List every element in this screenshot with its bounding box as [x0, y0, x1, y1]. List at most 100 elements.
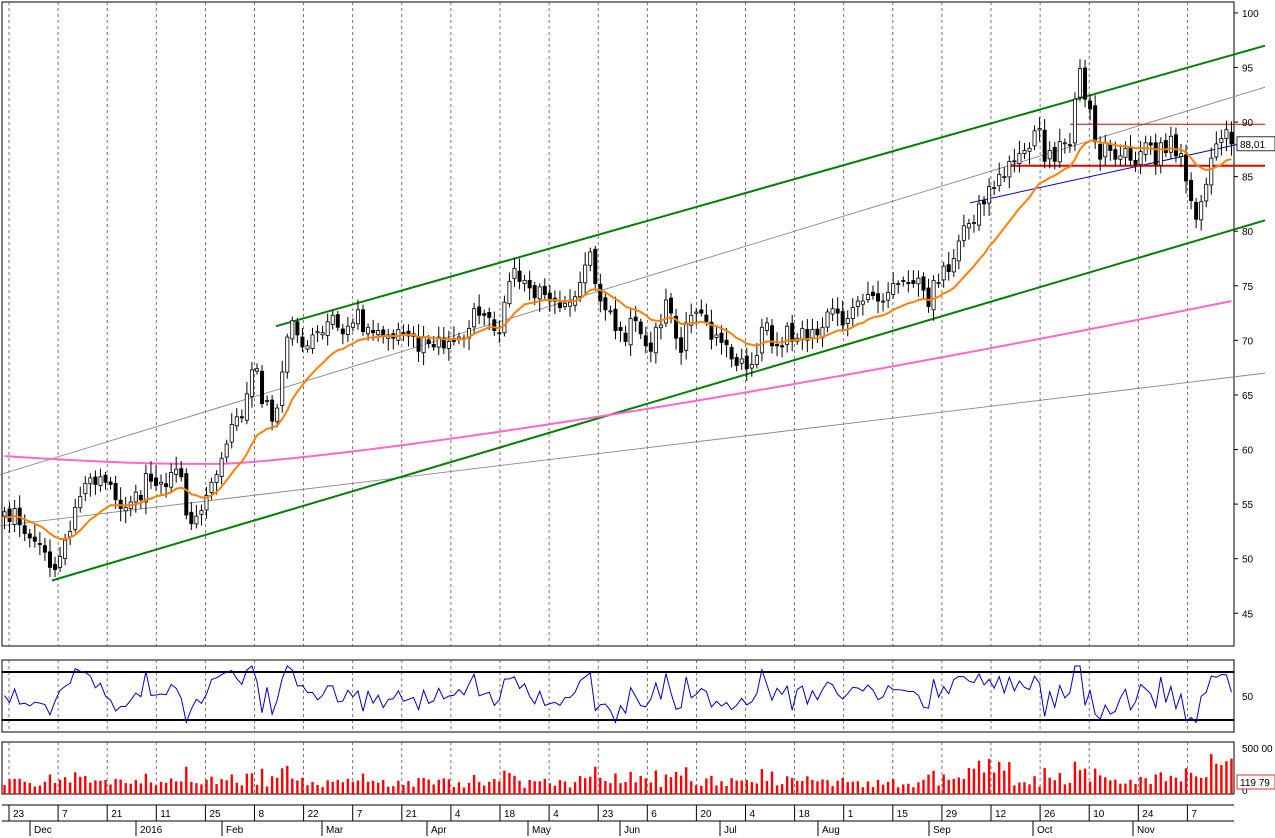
volume-bar [311, 781, 314, 794]
volume-bar [79, 776, 82, 794]
candle-body [583, 264, 588, 284]
y-tick-label: 45 [1242, 609, 1254, 620]
candle-body [598, 283, 603, 302]
candle-body [704, 314, 709, 323]
volume-bar [548, 783, 552, 794]
volume-bar [634, 782, 637, 794]
candle [1214, 131, 1219, 161]
volume-bar [58, 779, 62, 794]
volume-bar [831, 786, 834, 794]
candle [759, 318, 764, 362]
candle [906, 270, 911, 293]
volume-bar [488, 781, 491, 794]
volume-bar [74, 772, 77, 794]
candle [224, 439, 229, 463]
x-month-label: Feb [226, 825, 244, 836]
candle [310, 327, 315, 354]
volume-bar [169, 778, 173, 794]
volume-bar [1018, 782, 1021, 794]
candle-body [1032, 130, 1037, 147]
candle [961, 214, 966, 248]
volume-bar [599, 777, 602, 794]
candle-body [1098, 143, 1103, 160]
candle [214, 470, 219, 495]
volume-bar [770, 771, 774, 794]
candle-body [805, 329, 810, 341]
volume-bar [710, 775, 713, 794]
candle-body [729, 347, 734, 360]
volume-bar [1078, 770, 1082, 794]
candle [785, 322, 790, 353]
candle-body [320, 332, 325, 336]
candle-body [431, 344, 436, 348]
volume-bar [215, 784, 218, 794]
candle [1229, 121, 1234, 156]
y-tick-label: 65 [1242, 391, 1254, 402]
candle-body [537, 286, 542, 300]
candle [845, 310, 850, 337]
candle [290, 316, 295, 346]
panel-frame [1, 1, 1235, 647]
volume-bar [13, 778, 16, 794]
candle [32, 524, 37, 548]
candle [376, 323, 381, 342]
y-tick-label: 90 [1242, 118, 1254, 129]
x-day-label: 15 [897, 809, 909, 820]
candle-body [103, 474, 108, 483]
candle-body [1042, 129, 1047, 162]
volume-bar [341, 782, 345, 794]
candle-body [153, 477, 158, 486]
candle-body [578, 282, 583, 298]
volume-bar [669, 777, 673, 794]
candle [926, 278, 931, 313]
candle-body [971, 222, 976, 224]
volume-bar [1194, 776, 1198, 794]
volume-bar [861, 787, 865, 794]
volume-bar [856, 781, 860, 794]
candle [174, 456, 179, 483]
candle-body [901, 280, 906, 282]
candle-body [1052, 146, 1057, 162]
volume-bar [18, 778, 21, 794]
candle [941, 261, 946, 288]
candle-body [1103, 142, 1108, 158]
candle [1158, 137, 1163, 174]
volume-bar [518, 780, 521, 794]
volume-bar [821, 779, 824, 794]
volume-bar [462, 787, 466, 794]
candle-body [527, 279, 532, 289]
candle-body [547, 292, 552, 302]
volume-bar [442, 778, 446, 794]
volume-tick-top: 500 00 [1242, 744, 1273, 755]
candle-body [2, 511, 7, 517]
candle [275, 403, 280, 428]
candle [1178, 143, 1183, 168]
candle [280, 360, 285, 413]
candle-body [982, 200, 987, 205]
candle [992, 180, 997, 196]
candle-body [618, 327, 623, 331]
volume-bar [927, 774, 930, 794]
candle-body [275, 407, 280, 423]
volume-bar [846, 782, 849, 794]
candle-body [865, 294, 870, 301]
candle [194, 505, 199, 529]
candle-body [669, 297, 674, 314]
volume-bar [174, 781, 178, 794]
price-panel: 45 50 55 60 65 70 75 80 85 90 95 100 88,01 [0, 1, 1275, 647]
candle [936, 273, 941, 288]
candle-body [1153, 142, 1158, 166]
candle [1002, 167, 1007, 183]
candle [138, 490, 143, 509]
volume-bar [1230, 758, 1233, 794]
candle [724, 327, 729, 358]
candle [184, 468, 189, 520]
volume-bar [301, 777, 304, 794]
candle-body [1118, 155, 1123, 160]
volume-bar [922, 779, 925, 794]
candle [896, 280, 901, 294]
candle-body [714, 334, 719, 338]
candle-body [42, 545, 47, 553]
volume-bar [740, 780, 743, 794]
candle-body [557, 302, 562, 309]
